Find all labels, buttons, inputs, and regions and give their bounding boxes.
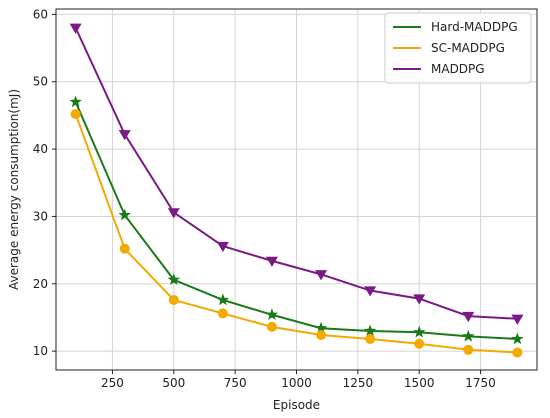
series-group xyxy=(69,23,524,358)
data-point-hard-maddpg xyxy=(69,95,82,108)
x-tick-label: 250 xyxy=(101,376,124,390)
x-tick-label: 1250 xyxy=(343,376,374,390)
data-point-hard-maddpg xyxy=(314,321,328,334)
data-point-hard-maddpg xyxy=(216,293,230,306)
x-axis-label: Episode xyxy=(273,398,320,412)
legend-label-hard-maddpg: Hard-MADDPG xyxy=(431,20,518,34)
x-tick-label: 500 xyxy=(162,376,185,390)
y-tick-label: 40 xyxy=(33,142,48,156)
data-point-sc-maddpg xyxy=(414,338,425,349)
data-point-hard-maddpg xyxy=(363,324,377,337)
legend-box xyxy=(384,12,532,84)
data-point-hard-maddpg xyxy=(167,273,180,286)
data-point-maddpg xyxy=(167,208,180,219)
series-line-maddpg xyxy=(74,27,518,320)
x-tick-label: 1000 xyxy=(281,376,312,390)
data-point-hard-maddpg xyxy=(511,332,524,345)
series-sc-maddpg xyxy=(70,109,523,358)
series-line-sc-maddpg xyxy=(74,113,518,354)
legend: Hard-MADDPG SC-MADDPG MADDPG xyxy=(384,12,532,84)
data-point-sc-maddpg xyxy=(463,344,474,355)
series-maddpg xyxy=(69,23,524,325)
data-point-sc-maddpg xyxy=(266,321,277,332)
series-hard-maddpg xyxy=(69,95,524,345)
data-point-maddpg xyxy=(118,130,131,141)
data-point-maddpg xyxy=(69,23,82,34)
legend-label-sc-maddpg: SC-MADDPG xyxy=(431,41,505,55)
x-axis: 250 500 750 1000 1250 1500 1750 xyxy=(101,370,496,390)
y-axis-label: Average energy consumption(mJ) xyxy=(7,89,21,290)
data-point-sc-maddpg xyxy=(512,347,523,358)
y-tick-label: 30 xyxy=(33,209,48,223)
x-tick-label: 750 xyxy=(224,376,247,390)
data-point-sc-maddpg xyxy=(365,334,376,345)
series-line-hard-maddpg xyxy=(74,101,518,341)
data-point-maddpg xyxy=(462,311,475,323)
y-tick-label: 50 xyxy=(33,75,48,89)
data-point-maddpg xyxy=(413,294,426,305)
data-point-sc-maddpg xyxy=(168,294,179,305)
data-point-sc-maddpg xyxy=(316,329,327,340)
data-point-maddpg xyxy=(315,270,328,281)
data-point-hard-maddpg xyxy=(265,308,279,321)
data-point-sc-maddpg xyxy=(119,243,130,254)
y-tick-label: 10 xyxy=(33,344,48,358)
data-point-maddpg xyxy=(216,241,229,253)
data-point-hard-maddpg xyxy=(118,208,131,221)
data-point-maddpg xyxy=(265,256,278,267)
x-tick-label: 1500 xyxy=(404,376,435,390)
data-point-maddpg xyxy=(364,286,377,297)
y-axis: 10 20 30 40 50 60 xyxy=(33,7,56,358)
legend-label-maddpg: MADDPG xyxy=(431,62,485,76)
x-tick-label: 1750 xyxy=(465,376,496,390)
data-point-hard-maddpg xyxy=(413,325,426,338)
data-point-hard-maddpg xyxy=(462,329,475,342)
data-point-maddpg xyxy=(511,314,524,325)
data-point-sc-maddpg xyxy=(217,308,228,319)
data-point-sc-maddpg xyxy=(70,109,81,120)
y-tick-label: 60 xyxy=(33,7,48,21)
y-tick-label: 20 xyxy=(33,277,48,291)
